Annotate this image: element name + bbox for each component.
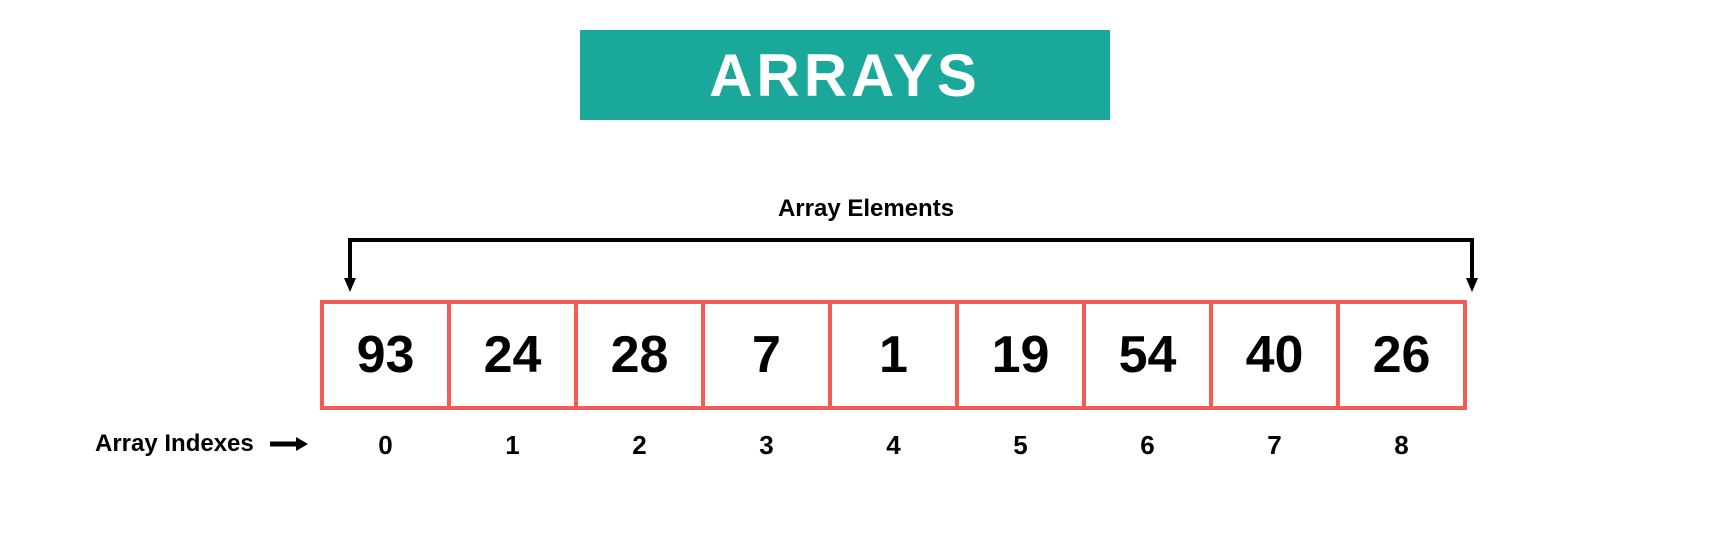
array-cell: 19 xyxy=(955,300,1086,410)
array-indexes-row: 012345678 xyxy=(320,430,1467,461)
array-index: 7 xyxy=(1209,430,1340,461)
array-index: 1 xyxy=(447,430,578,461)
array-cell: 40 xyxy=(1209,300,1340,410)
array-index: 4 xyxy=(828,430,959,461)
title-text: ARRAYS xyxy=(709,41,981,110)
array-cell: 93 xyxy=(320,300,451,410)
array-index: 5 xyxy=(955,430,1086,461)
elements-bracket xyxy=(330,232,1492,292)
array-cell: 26 xyxy=(1336,300,1467,410)
array-cell: 24 xyxy=(447,300,578,410)
array-index: 3 xyxy=(701,430,832,461)
array-cell: 28 xyxy=(574,300,705,410)
array-cells-row: 9324287119544026 xyxy=(320,300,1467,410)
array-index: 6 xyxy=(1082,430,1213,461)
array-cell: 1 xyxy=(828,300,959,410)
array-cell: 7 xyxy=(701,300,832,410)
indexes-label-group: Array Indexes xyxy=(95,430,308,458)
array-index: 0 xyxy=(320,430,451,461)
array-index: 2 xyxy=(574,430,705,461)
array-cell: 54 xyxy=(1082,300,1213,410)
arrow-right-icon xyxy=(268,434,308,454)
array-elements-label: Array Elements xyxy=(0,195,1732,223)
title-banner: ARRAYS xyxy=(580,30,1110,120)
array-index: 8 xyxy=(1336,430,1467,461)
array-indexes-label: Array Indexes xyxy=(95,430,254,458)
